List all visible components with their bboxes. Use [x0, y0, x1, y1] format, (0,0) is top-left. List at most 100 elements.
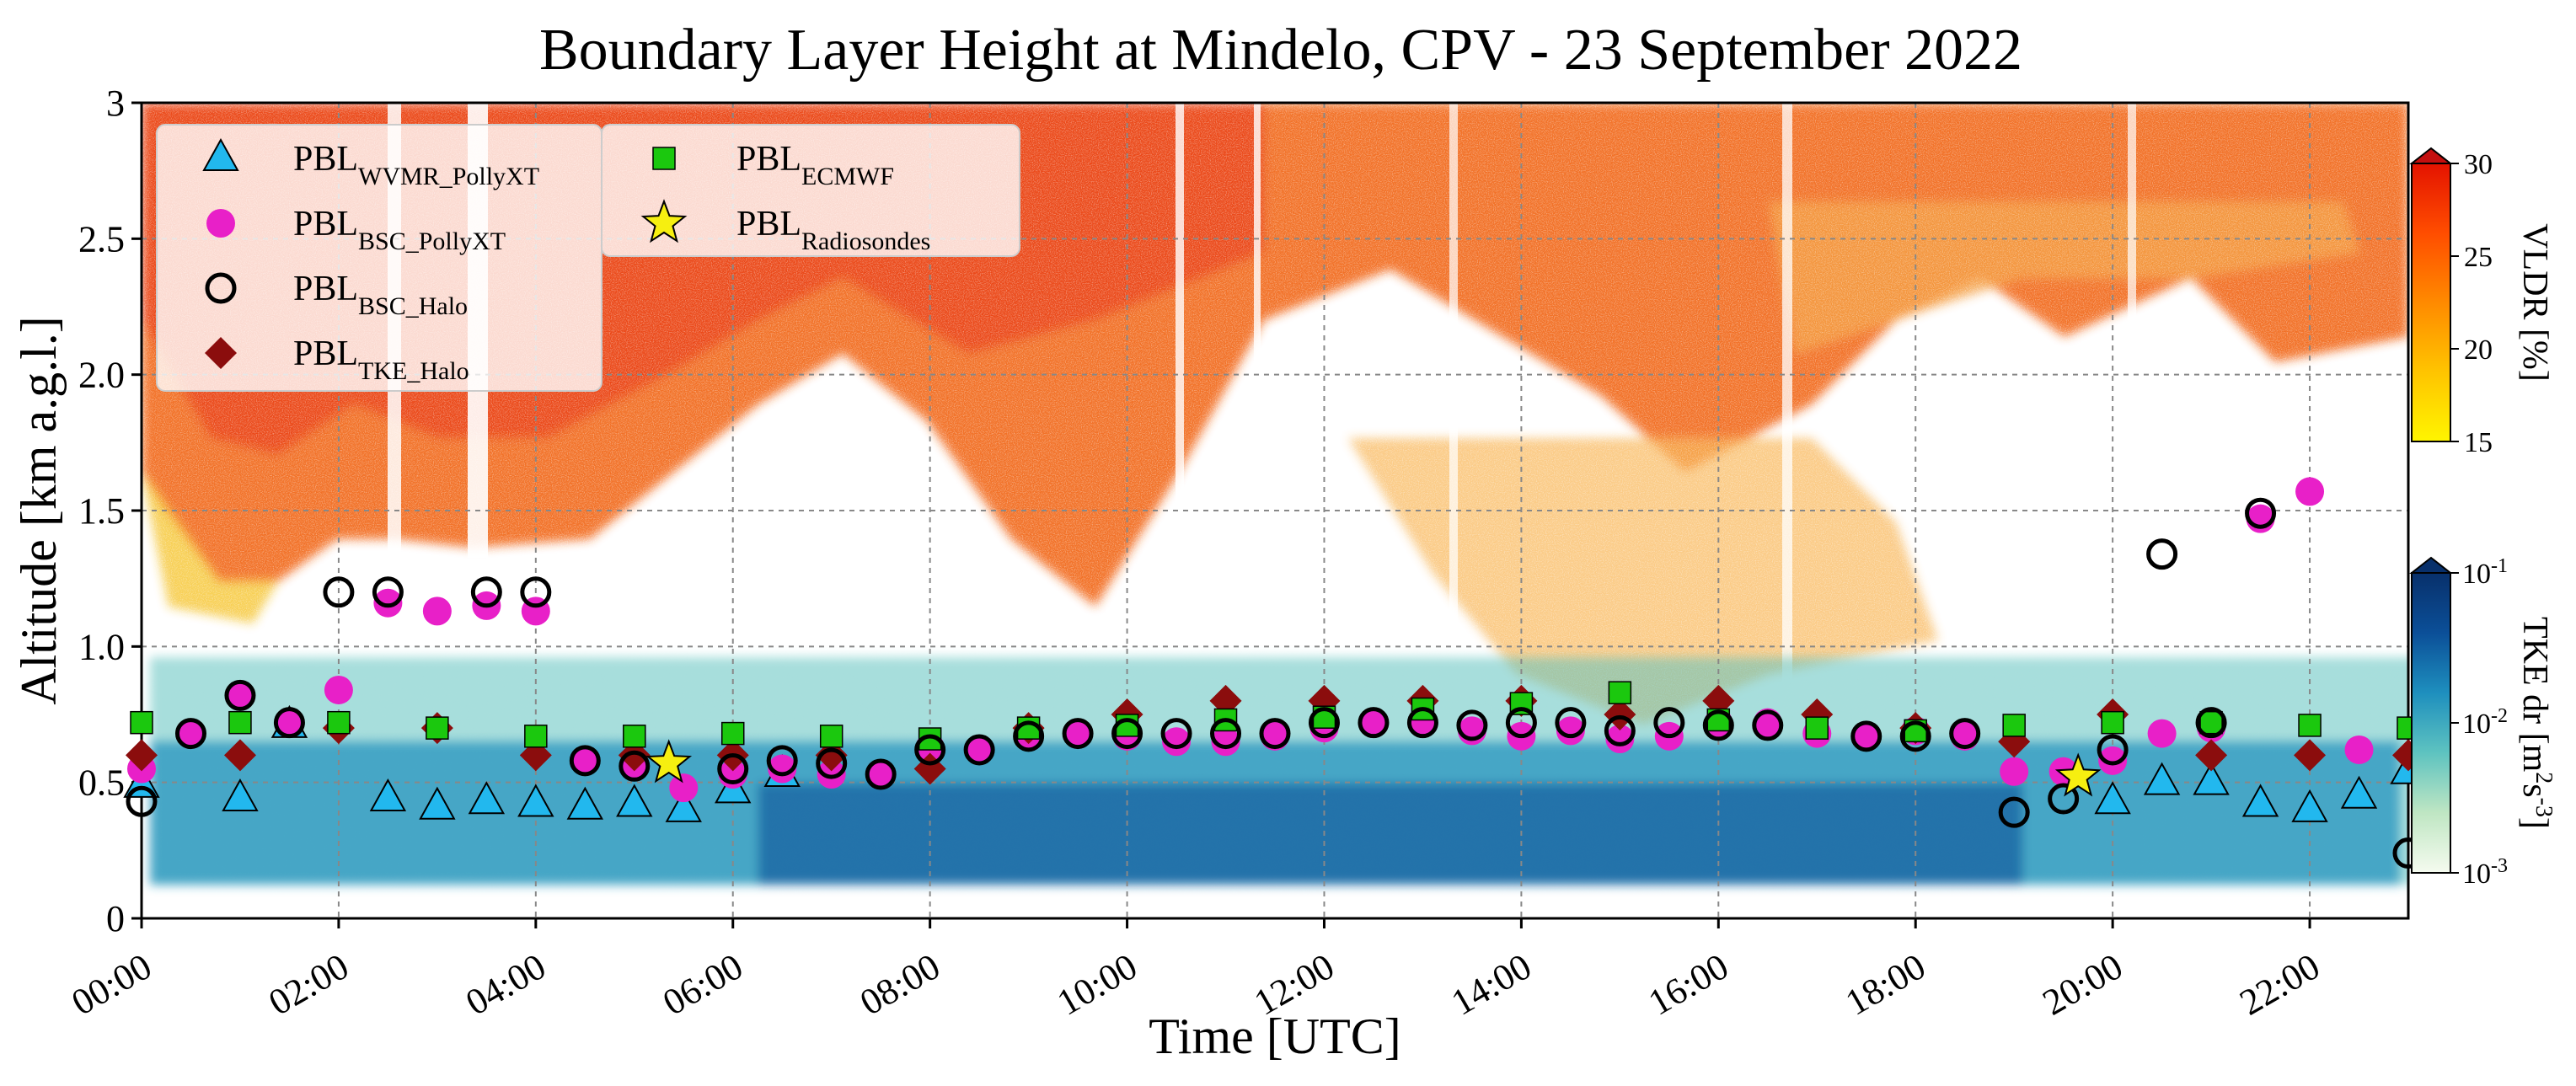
point-bsc_polly: [275, 708, 304, 737]
point-bsc_halo: [174, 718, 206, 750]
point-bsc_halo: [1259, 718, 1291, 750]
point-bsc_polly: [1211, 727, 1240, 757]
y-tick-label: 2.5: [78, 218, 125, 259]
x-tick-label: 02:00: [262, 945, 356, 1024]
point-ecmwf: [1608, 681, 1632, 704]
point-ecmwf: [1805, 716, 1829, 740]
point-bsc_halo: [766, 745, 798, 777]
legend-box-right: [601, 124, 1020, 257]
data-markers: [123, 477, 2427, 869]
point-wvmr: [2094, 781, 2131, 815]
point-wvmr: [2143, 762, 2181, 795]
colorbar-tke-tick-label: 10-3: [2462, 855, 2508, 890]
point-ecmwf: [2298, 714, 2322, 737]
point-bsc_halo: [1604, 714, 1636, 746]
point-bsc_halo: [2146, 538, 2178, 570]
legend-marker-bsc_polly: [206, 209, 235, 238]
point-ecmwf: [228, 710, 252, 735]
x-tick-label: 04:00: [459, 945, 553, 1024]
x-tick-label: 20:00: [2036, 945, 2129, 1024]
point-wvmr: [2193, 762, 2230, 795]
point-bsc_halo: [372, 576, 404, 608]
point-ecmwf: [130, 710, 153, 735]
point-wvmr: [2241, 784, 2279, 817]
point-bsc_polly: [1605, 725, 1635, 754]
point-bsc_polly: [1851, 721, 1881, 751]
point-wvmr: [566, 786, 604, 820]
point-bsc_halo: [569, 745, 601, 777]
legend-label-bsc_halo: PBLBSC_Halo: [293, 270, 468, 320]
point-ecmwf: [327, 710, 351, 735]
colorbar-tke-bar: [2411, 572, 2451, 874]
point-bsc_halo: [1752, 709, 1784, 741]
point-bsc_halo: [1702, 709, 1734, 741]
legend-marker-bsc_halo: [205, 272, 237, 304]
point-bsc_halo: [1160, 718, 1192, 750]
point-wvmr: [222, 778, 259, 812]
legend-item-radiosondes: PBLRadiosondes: [640, 199, 930, 255]
point-bsc_halo: [1850, 720, 1882, 752]
colorbar-vldr-extend-arrow: [2409, 147, 2453, 164]
x-tick-label: 22:00: [2233, 945, 2327, 1024]
point-bsc_halo: [1406, 707, 1438, 739]
legend-item-wvmr: PBLWVMR_PollyXT: [202, 137, 539, 190]
legend-marker-radiosondes: [640, 199, 688, 243]
axes-frame: [140, 101, 2410, 920]
colorbar-tke-extend-arrow: [2409, 556, 2453, 574]
colorbar-tke-label: TKE dr [m2s-3]: [2515, 617, 2557, 829]
point-bsc_halo: [1456, 709, 1488, 741]
x-tick-label: 06:00: [656, 945, 749, 1024]
legend-marker-tke_halo: [205, 337, 237, 369]
point-ecmwf: [426, 716, 449, 740]
point-bsc_polly: [768, 754, 797, 784]
series-radiosondes: [645, 739, 2102, 797]
legend-marker-wvmr: [202, 137, 239, 171]
point-bsc_halo: [619, 750, 651, 782]
x-axis-label: Time [UTC]: [1149, 1008, 1400, 1064]
point-bsc_polly: [1358, 708, 1388, 737]
legend-item-bsc_polly: PBLBSC_PollyXT: [206, 205, 506, 255]
colorbar-vldr-label: VLDR [%]: [2515, 223, 2554, 382]
point-bsc_polly: [1063, 719, 1093, 748]
point-bsc_polly: [570, 746, 600, 775]
y-tick-label: 0: [106, 898, 125, 939]
colorbar-tke-tick-label: 10-1: [2462, 555, 2508, 590]
colorbar-vldr-tick-label: 15: [2464, 427, 2493, 458]
point-bsc_polly: [2000, 757, 2029, 786]
x-tick-label: 08:00: [853, 945, 946, 1024]
y-tick-label: 0.5: [78, 762, 125, 804]
point-bsc_halo: [224, 679, 256, 711]
point-bsc_halo: [865, 758, 897, 790]
point-bsc_halo: [914, 734, 946, 766]
point-tke_halo: [2195, 739, 2228, 772]
point-bsc_halo: [1949, 718, 1981, 750]
point-bsc_halo: [1013, 720, 1045, 752]
x-tick-label: 16:00: [1641, 945, 1735, 1024]
colorbar-vldr-tick-label: 30: [2464, 149, 2493, 180]
point-wvmr: [468, 781, 506, 815]
point-tke_halo: [223, 739, 256, 772]
point-ecmwf: [2101, 710, 2124, 735]
colorbar-vldr-tick-label: 20: [2464, 334, 2493, 366]
colorbar-vldr-tick-label: 25: [2464, 242, 2493, 273]
legend-label-wvmr: PBLWVMR_PollyXT: [293, 140, 539, 190]
point-bsc_halo: [1899, 720, 1931, 752]
point-wvmr: [419, 786, 456, 820]
point-bsc_polly: [2295, 477, 2325, 506]
legend-item-tke_halo: PBLTKE_Halo: [205, 334, 469, 385]
point-bsc_halo: [816, 747, 848, 779]
legend-label-ecmwf: PBLECMWF: [736, 140, 894, 190]
y-tick-label: 2.0: [78, 355, 125, 396]
x-tick-label: 00:00: [65, 945, 158, 1024]
point-wvmr: [616, 784, 653, 817]
point-bsc_polly: [817, 759, 846, 789]
point-bsc_halo: [2097, 734, 2129, 766]
point-bsc_polly: [669, 773, 699, 803]
series-ecmwf: [130, 681, 2420, 751]
point-bsc_halo: [2048, 783, 2080, 815]
point-bsc_halo: [126, 785, 158, 817]
point-ecmwf: [2199, 710, 2223, 735]
point-bsc_polly: [2098, 746, 2128, 775]
point-ecmwf: [1115, 714, 1139, 737]
point-bsc_halo: [1111, 718, 1143, 750]
